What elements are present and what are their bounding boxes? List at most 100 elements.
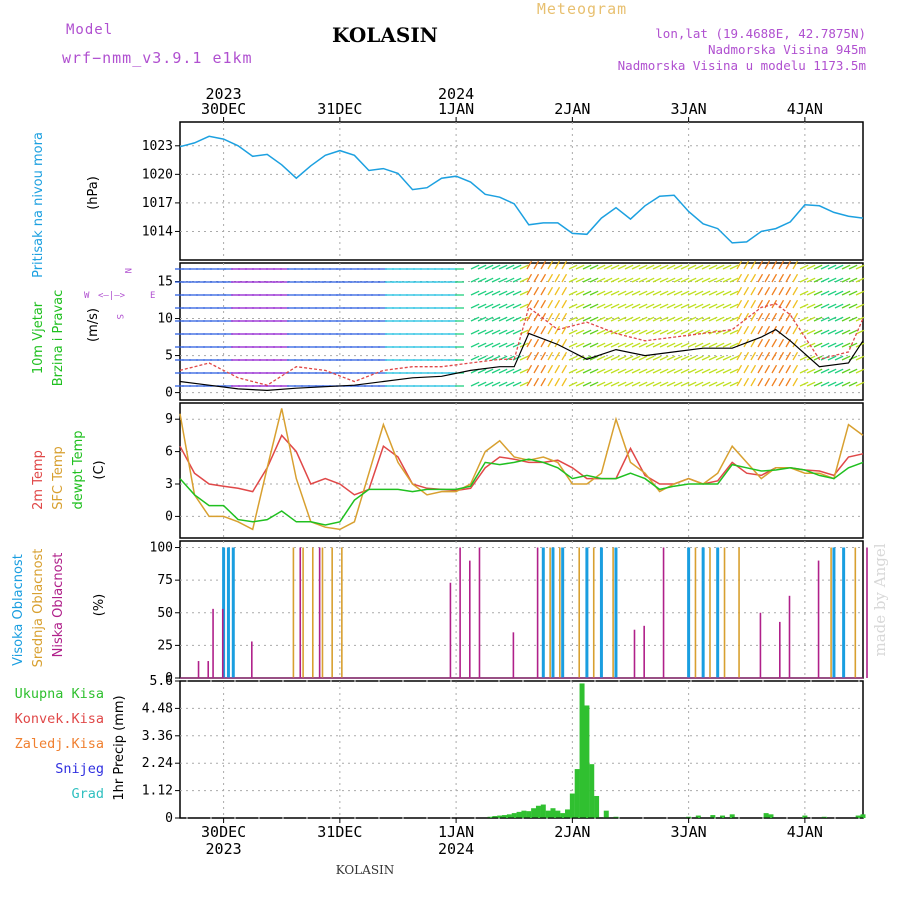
precip-bar bbox=[565, 809, 571, 818]
wind-barb bbox=[722, 264, 732, 270]
pressure-ytick-label: 1020 bbox=[142, 167, 173, 182]
compass-east: E bbox=[150, 291, 155, 301]
wind-barb bbox=[547, 286, 554, 296]
wind-barb bbox=[722, 329, 732, 335]
wind-barb bbox=[582, 264, 592, 270]
top-day-label: 30DEC bbox=[201, 100, 246, 118]
bottom-day-label: 31DEC bbox=[317, 823, 362, 841]
wind-barb bbox=[778, 260, 785, 270]
wind-barb bbox=[680, 381, 690, 387]
precip-bar bbox=[594, 795, 600, 818]
precip-bar bbox=[720, 815, 726, 818]
wind-barb bbox=[813, 303, 823, 309]
wind-barb bbox=[596, 329, 606, 335]
wind-barb bbox=[771, 377, 778, 387]
wind-barb bbox=[498, 277, 508, 283]
wind-barb bbox=[848, 290, 858, 296]
wind-barb bbox=[834, 316, 844, 322]
wind-barb bbox=[561, 364, 568, 374]
wind-barb bbox=[750, 377, 757, 387]
wind-barb bbox=[540, 364, 547, 374]
wind-barb bbox=[715, 290, 725, 296]
legend-hail: Grad bbox=[71, 786, 104, 802]
compass-arrows: <—|—> bbox=[98, 291, 126, 301]
wind-barb bbox=[813, 342, 823, 348]
wind-barb bbox=[652, 290, 662, 296]
wind-barb bbox=[799, 264, 809, 270]
wind-barb bbox=[736, 260, 743, 270]
wind-barb bbox=[764, 286, 771, 296]
wind-barb bbox=[806, 355, 816, 361]
wind-barb bbox=[582, 342, 592, 348]
wind-barb bbox=[638, 381, 648, 387]
top-day-label: 2JAN bbox=[554, 100, 590, 118]
wind-barb bbox=[477, 355, 487, 361]
wind-barb bbox=[491, 355, 501, 361]
wind-barb bbox=[841, 381, 851, 387]
wind-barb bbox=[743, 325, 750, 335]
wind-barb bbox=[827, 368, 837, 374]
wind-barb bbox=[540, 351, 547, 361]
wind-barb bbox=[470, 355, 480, 361]
wind-barb bbox=[645, 368, 655, 374]
wind-barb bbox=[617, 303, 627, 309]
wind-barb bbox=[820, 264, 830, 270]
panel-precipitation: 0 1.12 2.24 3.36 4.48 5.6 bbox=[142, 674, 864, 826]
pressure-ylabel-name: Pritisak na nivou mora bbox=[31, 132, 46, 278]
wind-barb bbox=[820, 381, 830, 387]
wind-barb bbox=[561, 325, 568, 335]
wind-barb bbox=[708, 381, 718, 387]
wind-barb bbox=[841, 316, 851, 322]
wind-barb bbox=[596, 303, 606, 309]
clouds-ytick-label: 25 bbox=[157, 638, 173, 653]
wind-barb bbox=[554, 377, 561, 387]
wind-barb bbox=[834, 290, 844, 296]
wind-barb bbox=[792, 364, 799, 374]
temperature-ytick-label: 9 bbox=[165, 412, 173, 427]
wind-barb bbox=[834, 329, 844, 335]
precip-bar bbox=[768, 814, 774, 818]
wind-barb bbox=[680, 277, 690, 283]
wind-barb bbox=[666, 290, 676, 296]
wind-barb bbox=[743, 260, 750, 270]
wind-barb bbox=[729, 381, 739, 387]
wind-barb bbox=[582, 381, 592, 387]
wind-barb bbox=[757, 286, 764, 296]
wind-barb bbox=[750, 338, 757, 348]
wind-barb bbox=[771, 273, 778, 283]
wind-barb bbox=[666, 303, 676, 309]
wind-barb bbox=[841, 303, 851, 309]
wind-barb bbox=[687, 329, 697, 335]
wind-barb bbox=[547, 273, 554, 283]
wind-barb bbox=[680, 355, 690, 361]
wind-barb bbox=[757, 312, 764, 322]
wind-barb bbox=[722, 342, 732, 348]
wind-barb bbox=[820, 303, 830, 309]
wind-barb bbox=[715, 277, 725, 283]
wind-barb bbox=[813, 329, 823, 335]
wind-barb bbox=[834, 355, 844, 361]
wind-barb bbox=[673, 342, 683, 348]
header-product: Meteogram bbox=[537, 0, 627, 18]
wind-barb bbox=[498, 368, 508, 374]
wind-barb bbox=[533, 286, 540, 296]
wind-barb bbox=[673, 355, 683, 361]
wind-barb bbox=[652, 329, 662, 335]
wind-barb bbox=[540, 299, 547, 309]
precip-bar bbox=[860, 814, 866, 818]
wind-barb bbox=[785, 286, 792, 296]
wind-barb bbox=[477, 277, 487, 283]
wind-barb bbox=[498, 290, 508, 296]
wind-barb bbox=[631, 264, 641, 270]
wind-barb bbox=[701, 277, 711, 283]
wind-barb bbox=[701, 368, 711, 374]
wind-barb bbox=[799, 277, 809, 283]
precip-bar bbox=[603, 810, 609, 818]
header-altitude: Nadmorska Visina 945m bbox=[708, 42, 866, 57]
precip-bar bbox=[516, 811, 522, 818]
wind-barb bbox=[603, 290, 613, 296]
wind-barb bbox=[659, 381, 669, 387]
wind-barb bbox=[645, 316, 655, 322]
wind-barb bbox=[477, 264, 487, 270]
